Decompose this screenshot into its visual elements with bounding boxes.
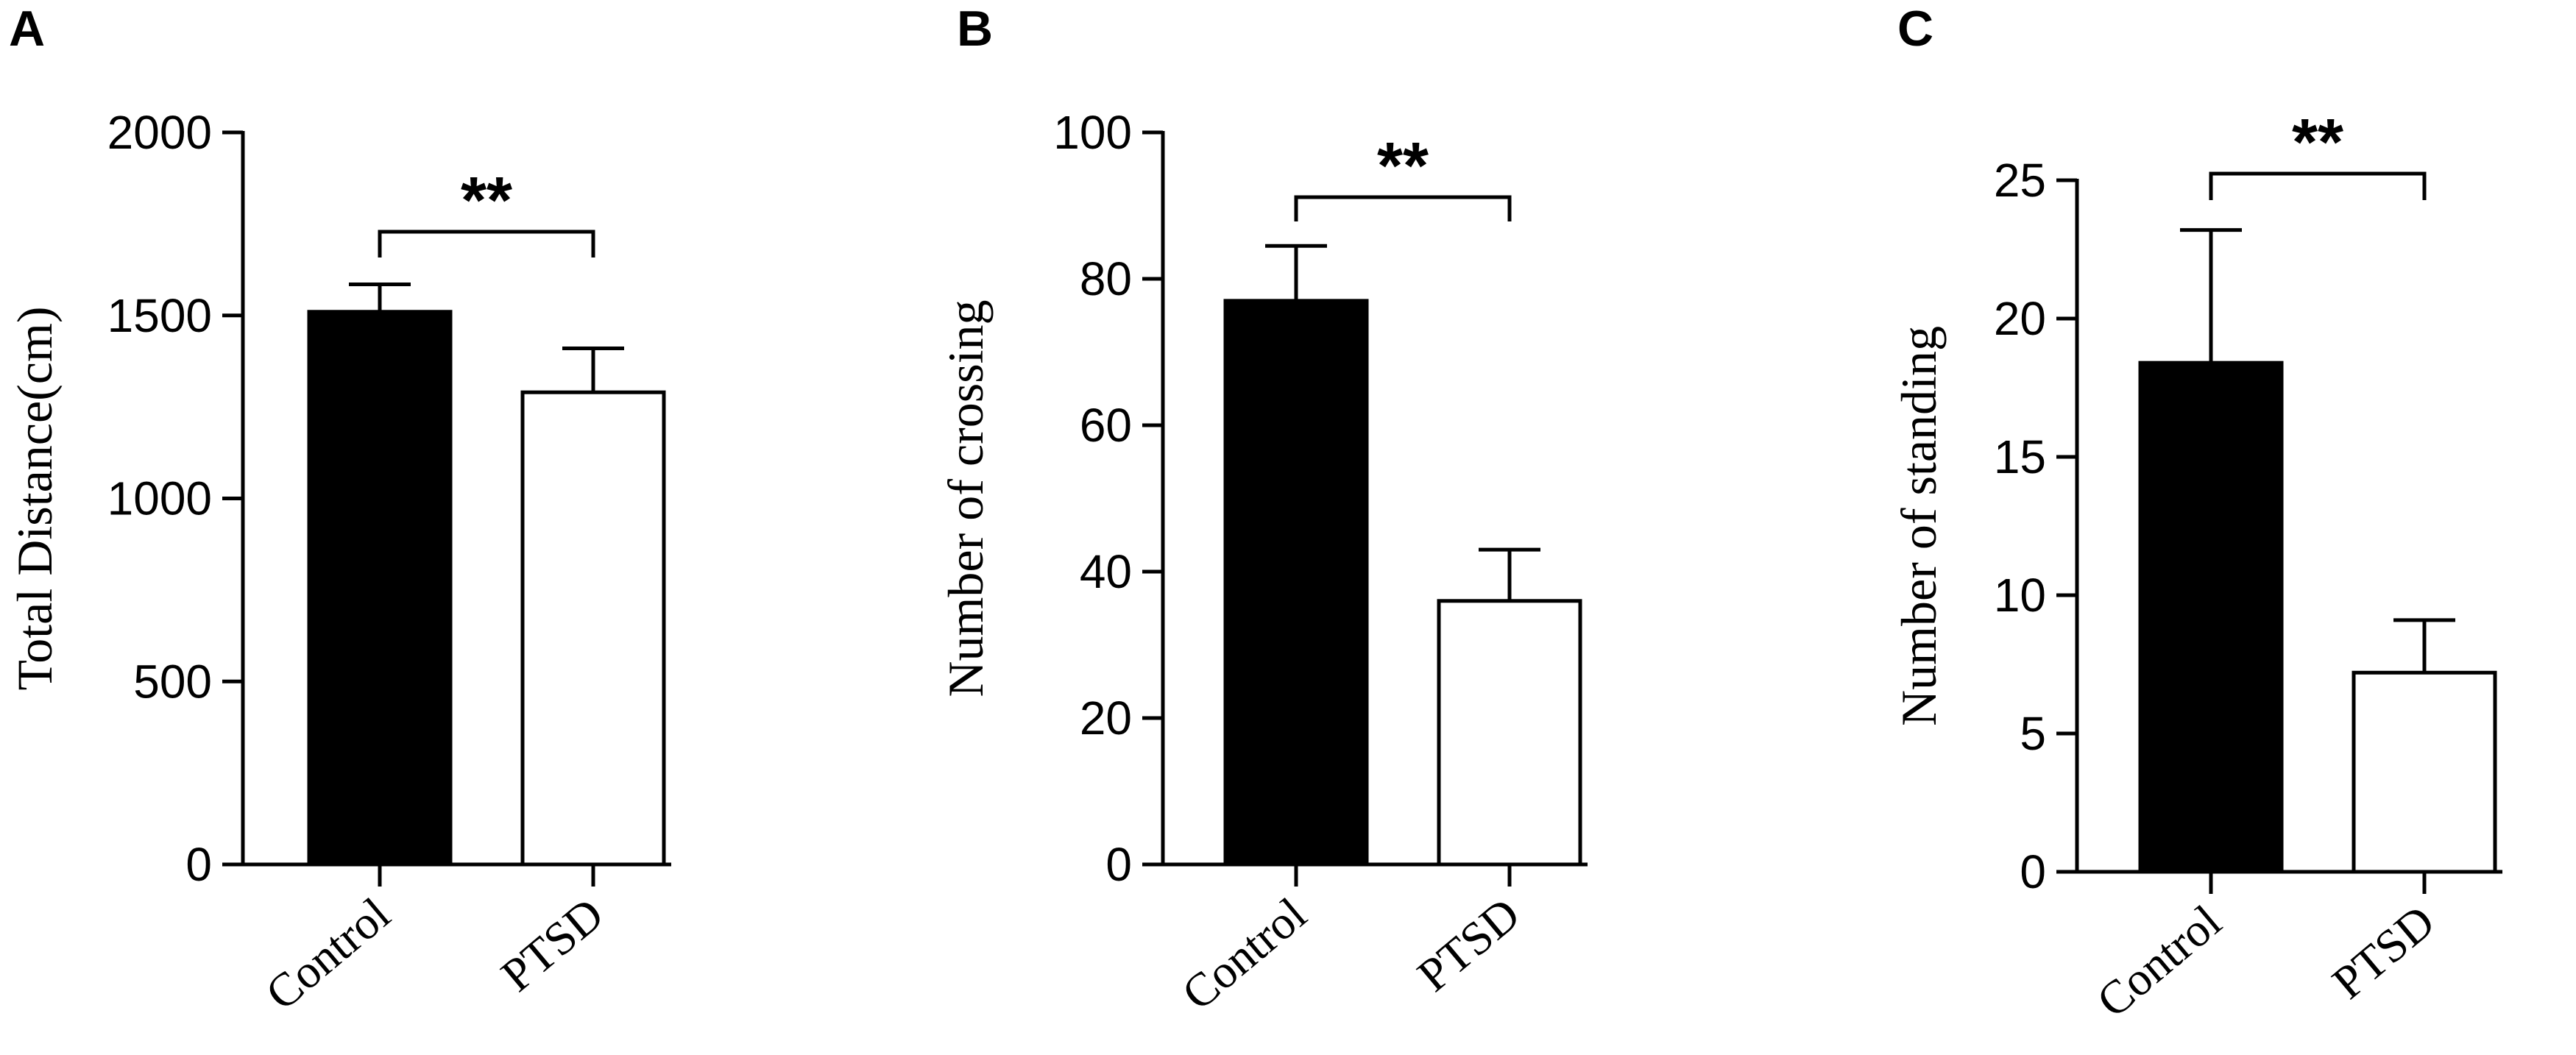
y-tick-label: 500 bbox=[133, 655, 212, 708]
significance-bracket bbox=[1294, 195, 1512, 221]
y-tick-label: 25 bbox=[1994, 154, 2046, 207]
panel-letter: A bbox=[9, 1, 45, 57]
y-tick-label: 60 bbox=[1080, 399, 1132, 452]
y-tick-label: 100 bbox=[1053, 106, 1132, 159]
y-tick-label: 0 bbox=[1105, 838, 1132, 891]
significance-label: ** bbox=[2292, 106, 2343, 180]
x-category-label: PTSD bbox=[1407, 887, 1529, 1001]
bar-ptsd bbox=[520, 390, 666, 867]
panel-c: C 0 5 10 15 20 25 Number of standing Control PTSD… bbox=[1891, 1, 2502, 1027]
panel-b: B 0 20 40 60 80 100 Number of crossing Control PT… bbox=[938, 1, 1588, 1020]
y-tick-label: 0 bbox=[185, 838, 212, 891]
x-category-label: Control bbox=[2087, 895, 2231, 1027]
y-tick-label: 1000 bbox=[107, 472, 212, 525]
x-category-label: Control bbox=[256, 887, 400, 1020]
significance-bracket bbox=[378, 230, 595, 257]
significance-label: ** bbox=[461, 164, 512, 238]
y-tick-label: 80 bbox=[1080, 252, 1132, 305]
x-category-label: PTSD bbox=[491, 887, 613, 1001]
significance-bracket bbox=[2209, 171, 2427, 200]
y-tick-label: 15 bbox=[1994, 430, 2046, 483]
y-tick-label: 2000 bbox=[107, 106, 212, 159]
bar-control bbox=[307, 310, 453, 867]
panel-a: A 0 500 1000 1500 2000 Total Distance(cm) Contr… bbox=[7, 1, 671, 1020]
y-axis-title: Total Distance(cm) bbox=[7, 306, 63, 690]
panel-letter: B bbox=[957, 1, 993, 57]
y-tick-label: 40 bbox=[1080, 545, 1132, 598]
panel-letter: C bbox=[1897, 1, 1933, 57]
y-axis-title: Number of crossing bbox=[938, 299, 994, 697]
y-tick-label: 20 bbox=[1994, 292, 2046, 345]
y-tick-label: 5 bbox=[2020, 707, 2046, 760]
y-axis-title: Number of standing bbox=[1891, 326, 1947, 726]
bar-control bbox=[1223, 299, 1369, 867]
x-category-label: PTSD bbox=[2322, 895, 2444, 1009]
y-tick-label: 20 bbox=[1080, 692, 1132, 745]
y-tick-label: 10 bbox=[1994, 569, 2046, 622]
y-tick-label: 1500 bbox=[107, 289, 212, 342]
y-tick-label: 0 bbox=[2020, 845, 2046, 898]
x-category-label: Control bbox=[1172, 887, 1316, 1020]
bar-ptsd bbox=[1437, 599, 1582, 867]
significance-label: ** bbox=[1377, 129, 1429, 203]
bar-control bbox=[2138, 360, 2284, 874]
bar-ptsd bbox=[2352, 670, 2497, 874]
